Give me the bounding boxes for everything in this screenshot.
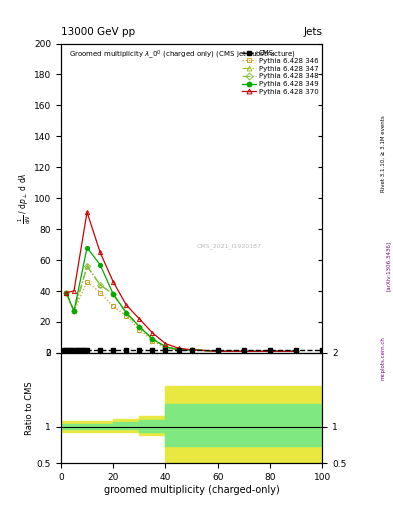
X-axis label: groomed multiplicity (charged-only): groomed multiplicity (charged-only) xyxy=(104,485,279,495)
Text: Groomed multiplicity $\lambda\_0^0$ (charged only) (CMS jet substructure): Groomed multiplicity $\lambda\_0^0$ (cha… xyxy=(69,48,296,61)
Text: Rivet 3.1.10, ≥ 3.1M events: Rivet 3.1.10, ≥ 3.1M events xyxy=(381,115,386,192)
Legend: CMS, Pythia 6.428 346, Pythia 6.428 347, Pythia 6.428 348, Pythia 6.428 349, Pyt: CMS, Pythia 6.428 346, Pythia 6.428 347,… xyxy=(242,50,319,95)
Text: CMS_2021_I1920187: CMS_2021_I1920187 xyxy=(197,244,262,249)
Y-axis label: Ratio to CMS: Ratio to CMS xyxy=(25,381,34,435)
Text: Jets: Jets xyxy=(303,27,322,37)
Y-axis label: $\frac{1}{\mathrm{d}N}$ / $\mathrm{d}p_{\perp}$ $\mathrm{d}$ $\mathrm{d}\lambda$: $\frac{1}{\mathrm{d}N}$ / $\mathrm{d}p_{… xyxy=(17,173,33,224)
Text: mcplots.cern.ch: mcplots.cern.ch xyxy=(381,336,386,380)
Text: [arXiv:1306.3436]: [arXiv:1306.3436] xyxy=(386,241,391,291)
Text: 13000 GeV pp: 13000 GeV pp xyxy=(61,27,135,37)
